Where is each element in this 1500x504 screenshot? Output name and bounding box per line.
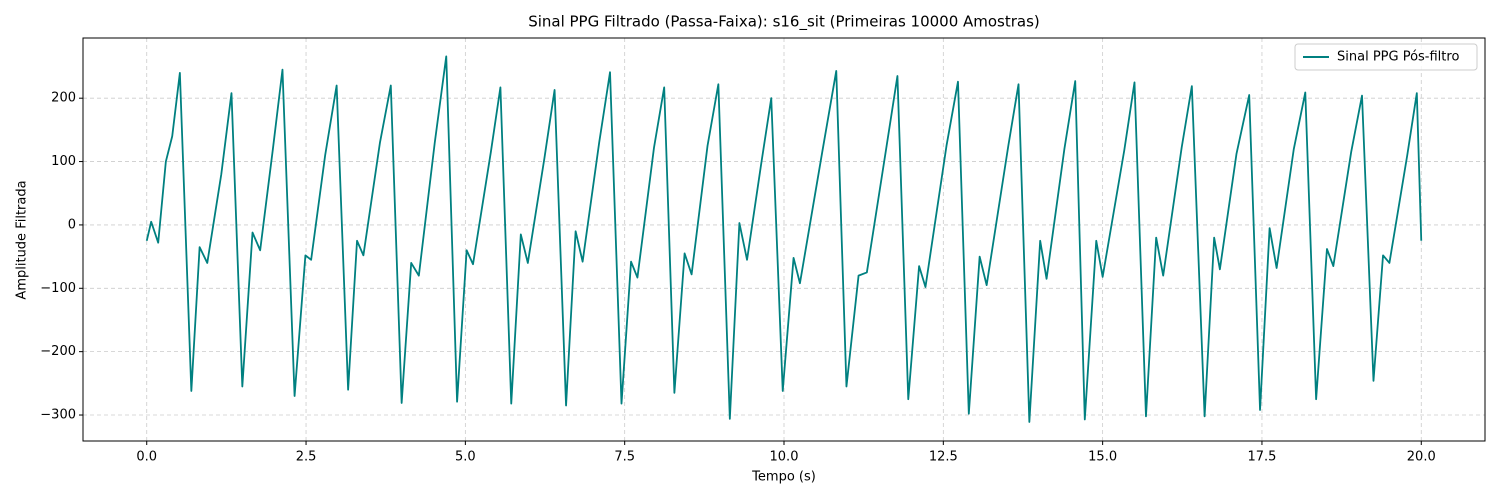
y-tick-label: 200 — [51, 91, 76, 106]
y-tick-label: −100 — [40, 281, 76, 296]
x-tick-label: 2.5 — [296, 450, 317, 465]
chart-title: Sinal PPG Filtrado (Passa-Faixa): s16_si… — [528, 13, 1040, 32]
x-tick-label: 10.0 — [770, 450, 799, 465]
x-tick-label: 15.0 — [1088, 450, 1117, 465]
x-tick-label: 12.5 — [929, 450, 958, 465]
x-tick-label: 20.0 — [1407, 450, 1436, 465]
legend-label: Sinal PPG Pós-filtro — [1337, 50, 1459, 65]
legend-box — [1294, 43, 1478, 71]
y-tick-label: −300 — [40, 408, 76, 423]
y-tick-label: −200 — [40, 344, 76, 359]
data-line — [145, 55, 1423, 423]
x-tick-label: 17.5 — [1247, 450, 1276, 465]
y-tick-label: 0 — [68, 217, 76, 232]
x-axis-label: Tempo (s) — [751, 470, 816, 485]
axes-frame — [82, 37, 1486, 442]
y-tick-label: 100 — [51, 154, 76, 169]
x-tick-label: 7.5 — [614, 450, 635, 465]
x-tick-label: 0.0 — [136, 450, 157, 465]
x-tick-label: 5.0 — [455, 450, 476, 465]
y-axis-label: Amplitude Filtrada — [15, 180, 30, 299]
